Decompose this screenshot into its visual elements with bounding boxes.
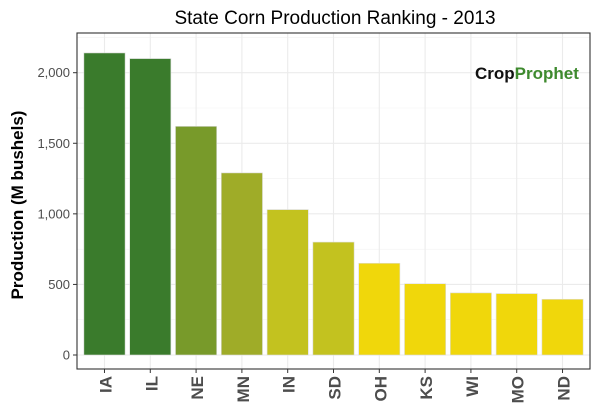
x-tick-label: IL <box>142 376 161 391</box>
axes: 0 500 1,000 1,500 2,000 IA IL NE MN IN SD OH KS WI MO N… <box>37 32 591 403</box>
y-tick-label: 1,000 <box>37 206 70 221</box>
x-tick-label: WI <box>463 376 482 397</box>
y-tick-label: 1,500 <box>37 136 70 151</box>
bar-WI <box>449 292 492 356</box>
x-tick-label: IN <box>280 376 299 393</box>
x-tick-label: MN <box>234 376 253 402</box>
x-tick-label: ND <box>555 376 574 401</box>
svg-text:CropProphet: CropProphet <box>475 64 579 83</box>
bar-ND <box>541 298 584 356</box>
y-tick-label: 2,000 <box>37 65 70 80</box>
logo-prophet: Prophet <box>515 64 580 83</box>
chart-title: State Corn Production Ranking - 2013 <box>174 8 495 29</box>
bars <box>83 52 584 356</box>
bar-SD <box>312 241 355 356</box>
bar-IN <box>266 209 309 356</box>
cropprophet-logo: CropProphet <box>475 64 579 83</box>
bar-OH <box>358 262 401 356</box>
bar-IL <box>129 58 172 356</box>
bar-KS <box>404 283 447 356</box>
bar-IA <box>83 52 126 356</box>
bar-MO <box>495 293 538 356</box>
x-tick-label: KS <box>417 376 436 400</box>
x-tick-label: SD <box>326 376 345 400</box>
bar-NE <box>175 126 218 356</box>
x-tick-label: NE <box>188 376 207 400</box>
y-tick-label: 500 <box>48 277 70 292</box>
y-axis-label: Production (M bushels) <box>8 111 27 300</box>
bar-MN <box>220 172 263 356</box>
x-tick-label: IA <box>96 376 115 393</box>
x-tick-label: OH <box>371 376 390 402</box>
logo-crop: Crop <box>475 64 515 83</box>
x-tick-label: MO <box>509 376 528 403</box>
y-tick-label: 0 <box>63 348 70 363</box>
